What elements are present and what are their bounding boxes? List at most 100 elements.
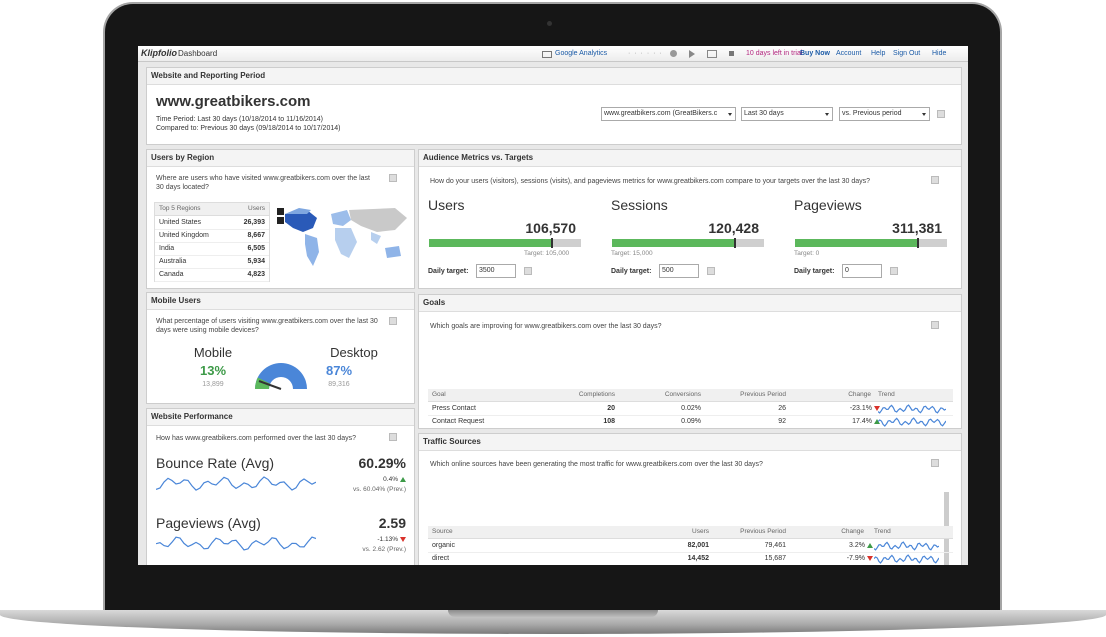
help-icon[interactable] bbox=[931, 321, 939, 329]
compare-select[interactable]: vs. Previous period bbox=[839, 107, 930, 121]
mobile-gauge bbox=[255, 363, 307, 390]
table-cell: -44.0% bbox=[850, 428, 880, 429]
sparkline bbox=[878, 417, 946, 427]
sign-out-link[interactable]: Sign Out bbox=[893, 50, 921, 57]
table-row bbox=[428, 539, 953, 553]
metric-label: Users bbox=[428, 197, 465, 213]
help-icon[interactable] bbox=[707, 267, 715, 275]
panel-title: Goals bbox=[419, 295, 961, 312]
range-select[interactable]: Last 30 days bbox=[741, 107, 833, 121]
slideshow-button[interactable] bbox=[707, 50, 717, 58]
header-cell: Previous Period bbox=[740, 391, 786, 398]
table-row bbox=[155, 268, 269, 282]
sparkline-path bbox=[878, 404, 946, 414]
sparkline bbox=[874, 554, 939, 564]
metric-value: 2.59 bbox=[378, 515, 406, 531]
compared-period: Compared to: Previous 30 days (09/18/201… bbox=[156, 125, 341, 132]
desktop-percent: 87% bbox=[325, 363, 353, 378]
table-cell: 0.04% bbox=[681, 428, 701, 429]
gauge-needle bbox=[258, 380, 282, 390]
help-icon[interactable] bbox=[931, 459, 939, 467]
region-name: India bbox=[159, 245, 175, 252]
help-icon[interactable] bbox=[890, 267, 898, 275]
sparkline-path bbox=[874, 541, 939, 551]
source-link[interactable]: Google Analytics bbox=[555, 50, 608, 57]
target-marker bbox=[916, 238, 919, 248]
daily-target-label: Daily target: bbox=[794, 268, 835, 275]
laptop-notch bbox=[448, 610, 658, 617]
region-name: Australia bbox=[159, 258, 187, 265]
help-icon[interactable] bbox=[389, 433, 397, 441]
help-icon[interactable] bbox=[389, 317, 397, 325]
daily-target-input[interactable]: 3500 bbox=[476, 264, 516, 278]
zoom-in[interactable] bbox=[277, 208, 284, 215]
play-button[interactable] bbox=[689, 50, 695, 58]
period-panel: Website and Reporting Period www.greatbi… bbox=[146, 67, 962, 145]
map-region bbox=[349, 208, 407, 232]
table-cell: 26 bbox=[778, 405, 786, 412]
table-row bbox=[155, 255, 269, 269]
sparkline-path bbox=[878, 417, 946, 427]
header-cell: Users bbox=[692, 528, 709, 535]
camera bbox=[547, 21, 552, 26]
help-link[interactable]: Help bbox=[871, 50, 886, 57]
zoom-out[interactable] bbox=[277, 217, 284, 224]
table-cell: Press Contact bbox=[432, 405, 476, 412]
region-users: 26,393 bbox=[243, 219, 265, 226]
help-icon[interactable] bbox=[937, 110, 945, 118]
account-link[interactable]: Account bbox=[836, 50, 862, 57]
map-region bbox=[285, 208, 311, 214]
help-icon[interactable] bbox=[389, 174, 397, 182]
table-row bbox=[155, 242, 269, 256]
target-text: Target: 15,000 bbox=[611, 250, 653, 257]
target-bar bbox=[612, 238, 764, 248]
region-users: 5,934 bbox=[247, 258, 265, 265]
panel-title: Audience Metrics vs. Targets bbox=[419, 150, 961, 167]
lock-button[interactable] bbox=[729, 51, 734, 56]
metric-value: 311,381 bbox=[892, 220, 942, 236]
sparkline bbox=[874, 541, 939, 551]
table-cell: 14,452 bbox=[687, 555, 709, 562]
site-name: www.greatbikers.com bbox=[156, 93, 311, 110]
mobile-percent: 13% bbox=[199, 363, 227, 378]
question: What percentage of users visiting www.gr… bbox=[156, 318, 378, 334]
metric-previous: vs. 60.04% (Prev.) bbox=[353, 486, 406, 493]
sparkline-path bbox=[156, 476, 316, 491]
change-arrow bbox=[874, 418, 880, 424]
table-cell: 84 bbox=[778, 428, 786, 429]
question: How has www.greatbikers.com performed ov… bbox=[156, 435, 356, 442]
help-icon[interactable] bbox=[524, 267, 532, 275]
panel-title: Users by Region bbox=[147, 150, 414, 167]
table-cell: 0.09% bbox=[681, 418, 701, 425]
table-row bbox=[155, 229, 269, 243]
help-icon[interactable] bbox=[931, 176, 939, 184]
panel-title: Traffic Sources bbox=[419, 434, 961, 451]
site-select[interactable]: www.greatbikers.com (GreatBikers.c bbox=[601, 107, 736, 121]
metric-label: Bounce Rate (Avg) bbox=[156, 455, 275, 471]
hide-link[interactable]: Hide bbox=[932, 50, 947, 57]
header-cell: Goal bbox=[432, 391, 446, 398]
question: How do your users (visitors), sessions (… bbox=[430, 178, 870, 185]
region-users: 4,823 bbox=[247, 271, 265, 278]
header-cell: Change bbox=[841, 528, 864, 535]
change-arrow bbox=[400, 476, 406, 482]
daily-target-input[interactable]: 0 bbox=[842, 264, 882, 278]
prev-button[interactable] bbox=[670, 50, 677, 57]
target-marker bbox=[550, 238, 553, 248]
sparkline bbox=[156, 536, 316, 551]
screen: Klipfolio Dashboard Google Analytics · ·… bbox=[138, 46, 968, 565]
table-row bbox=[428, 428, 953, 429]
table-cell: 92 bbox=[778, 418, 786, 425]
daily-target-input[interactable]: 500 bbox=[659, 264, 699, 278]
table-cell: 15,687 bbox=[764, 555, 786, 562]
audience-panel: Audience Metrics vs. Targets How do your… bbox=[418, 149, 962, 289]
table-cell: New Goal bbox=[432, 428, 463, 429]
metric-change: 0.4% bbox=[383, 476, 406, 483]
metric-value: 60.29% bbox=[358, 455, 406, 471]
target-text: Target: 105,000 bbox=[524, 250, 570, 257]
table-cell: -23.1% bbox=[850, 402, 880, 415]
buy-now[interactable]: Buy Now bbox=[800, 50, 830, 57]
sparkline bbox=[878, 404, 946, 414]
desktop-label: Desktop bbox=[330, 345, 378, 360]
target-bar-fill bbox=[612, 239, 734, 247]
